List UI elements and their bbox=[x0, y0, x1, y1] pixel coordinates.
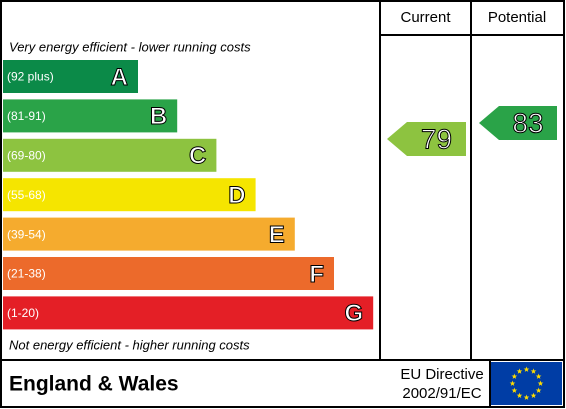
band-bar bbox=[3, 178, 256, 212]
star bbox=[516, 392, 523, 399]
bottom-note: Not energy efficient - higher running co… bbox=[9, 337, 250, 352]
band-bar bbox=[3, 60, 138, 93]
region: England & Wales bbox=[9, 373, 179, 396]
band-range: (69-80) bbox=[7, 148, 46, 162]
star bbox=[523, 366, 530, 372]
star bbox=[516, 368, 523, 374]
band-bar bbox=[3, 296, 374, 330]
band-bar bbox=[3, 257, 334, 290]
rating-arrow bbox=[479, 106, 557, 140]
star bbox=[530, 368, 537, 374]
band-range: (92 plus) bbox=[7, 70, 54, 84]
star bbox=[537, 380, 544, 386]
band-letter: B bbox=[150, 103, 167, 130]
rating-arrow bbox=[387, 122, 466, 156]
band-range: (55-68) bbox=[7, 188, 46, 202]
band-range: (1-20) bbox=[7, 306, 39, 320]
top-note: Very energy efficient - lower running co… bbox=[9, 39, 251, 54]
star bbox=[523, 394, 530, 400]
eu-flag bbox=[491, 362, 562, 405]
star bbox=[511, 373, 518, 379]
band-letter: A bbox=[111, 64, 128, 91]
band-range: (39-54) bbox=[7, 227, 46, 241]
band-letter: C bbox=[189, 143, 206, 170]
directive: EU Directive bbox=[400, 366, 483, 383]
band-letter: G bbox=[345, 300, 364, 327]
star bbox=[535, 387, 542, 393]
rating-value: 83 bbox=[512, 107, 543, 138]
band-range: (81-91) bbox=[7, 109, 46, 123]
star bbox=[535, 373, 542, 379]
band-bar bbox=[3, 99, 178, 133]
column-header: Potential bbox=[488, 9, 546, 26]
band-range: (21-38) bbox=[7, 267, 46, 281]
star bbox=[509, 380, 516, 386]
band-bar bbox=[3, 217, 295, 251]
star bbox=[511, 387, 518, 393]
band-bar bbox=[3, 138, 217, 172]
star bbox=[530, 392, 537, 399]
column-header: Current bbox=[400, 9, 451, 26]
band-letter: E bbox=[269, 221, 285, 248]
band-letter: F bbox=[309, 261, 324, 288]
band-letter: D bbox=[228, 182, 245, 209]
directive-code: 2002/91/EC bbox=[402, 385, 481, 402]
rating-value: 79 bbox=[421, 123, 452, 154]
